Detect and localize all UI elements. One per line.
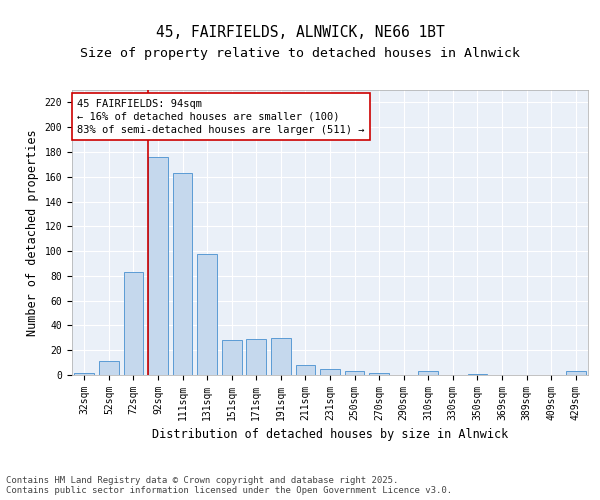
Y-axis label: Number of detached properties: Number of detached properties bbox=[26, 129, 39, 336]
Bar bbox=[197, 254, 217, 375]
Bar bbox=[173, 173, 193, 375]
X-axis label: Distribution of detached houses by size in Alnwick: Distribution of detached houses by size … bbox=[152, 428, 508, 442]
Bar bbox=[124, 272, 143, 375]
Bar bbox=[320, 369, 340, 375]
Bar bbox=[222, 340, 242, 375]
Bar bbox=[99, 362, 119, 375]
Bar bbox=[370, 372, 389, 375]
Bar bbox=[418, 372, 438, 375]
Bar bbox=[74, 372, 94, 375]
Bar bbox=[271, 338, 290, 375]
Bar bbox=[148, 157, 168, 375]
Bar bbox=[296, 365, 315, 375]
Text: Size of property relative to detached houses in Alnwick: Size of property relative to detached ho… bbox=[80, 48, 520, 60]
Text: 45 FAIRFIELDS: 94sqm
← 16% of detached houses are smaller (100)
83% of semi-deta: 45 FAIRFIELDS: 94sqm ← 16% of detached h… bbox=[77, 98, 365, 135]
Bar bbox=[247, 339, 266, 375]
Text: Contains HM Land Registry data © Crown copyright and database right 2025.
Contai: Contains HM Land Registry data © Crown c… bbox=[6, 476, 452, 495]
Bar bbox=[345, 372, 364, 375]
Text: 45, FAIRFIELDS, ALNWICK, NE66 1BT: 45, FAIRFIELDS, ALNWICK, NE66 1BT bbox=[155, 25, 445, 40]
Bar bbox=[467, 374, 487, 375]
Bar bbox=[566, 372, 586, 375]
